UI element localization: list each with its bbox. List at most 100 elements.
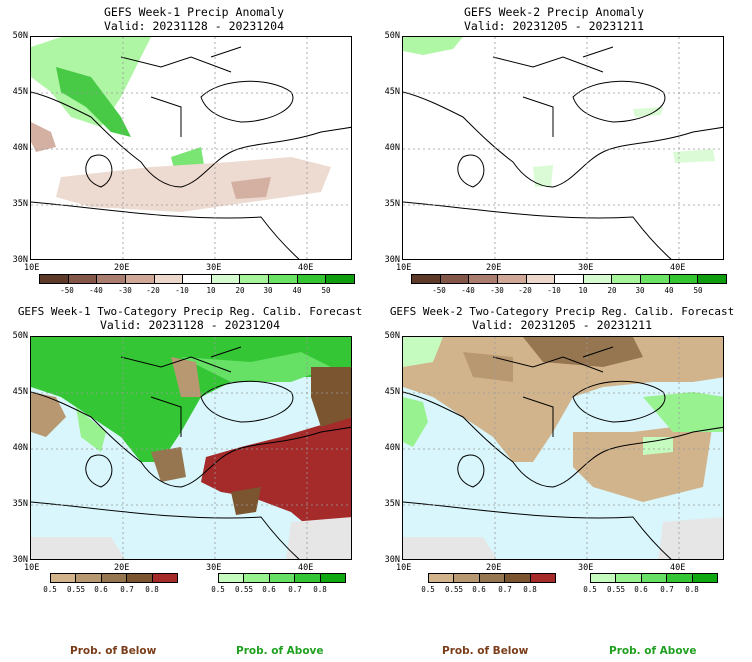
panel3-below-west bbox=[31, 392, 66, 437]
panel3-below-colorbar bbox=[50, 573, 178, 583]
panel2-cb-label: 30 bbox=[635, 286, 645, 295]
panel1-cb-label: -20 bbox=[146, 286, 160, 295]
panel2-map-svg bbox=[403, 37, 723, 259]
panel3-map-svg bbox=[31, 337, 351, 559]
panel1-cb-label: -40 bbox=[89, 286, 103, 295]
panel3-below-cb-label: 0.6 bbox=[94, 585, 108, 594]
panel3-grid bbox=[31, 337, 351, 559]
panel3-xtick-10: 10E bbox=[24, 563, 40, 573]
panel2-xtick-30: 30E bbox=[578, 263, 594, 273]
panel2-xtick-10: 10E bbox=[396, 263, 412, 273]
panel3-below-cb-label: 0.5 bbox=[43, 585, 57, 594]
panel1-ytick-45: 45N bbox=[12, 87, 28, 97]
panel4-ytick-40: 40N bbox=[384, 443, 400, 453]
panel3-nodata-arabia bbox=[286, 517, 351, 559]
panel4-map-svg bbox=[403, 337, 723, 559]
panel2-anomaly-east bbox=[673, 149, 715, 163]
panel3-ytick-40: 40N bbox=[12, 443, 28, 453]
panel2-cb-label: 40 bbox=[664, 286, 674, 295]
panel4-above-colorbar bbox=[590, 573, 718, 583]
panel4-ytick-45: 45N bbox=[384, 387, 400, 397]
panel1-cb-label: -10 bbox=[175, 286, 189, 295]
panel2-title: GEFS Week-2 Precip Anomaly bbox=[463, 5, 644, 19]
panel4-above-cb-label: 0.55 bbox=[606, 585, 626, 594]
panel4-above-caucasus bbox=[643, 392, 723, 432]
panel4-xtick-30: 30E bbox=[578, 563, 594, 573]
panel2-subtitle: Valid: 20231205 - 20231211 bbox=[463, 19, 644, 33]
panel1-cb-label: -50 bbox=[60, 286, 74, 295]
panel1-ytick-40: 40N bbox=[12, 143, 28, 153]
panel4-above-cb-label: 0.6 bbox=[634, 585, 648, 594]
panel4-title: GEFS Week-2 Two-Category Precip Reg. Cal… bbox=[389, 305, 735, 318]
panel2-ytick-30: 30N bbox=[384, 255, 400, 265]
panel4-ytick-50: 50N bbox=[384, 331, 400, 341]
panel4-coastlines bbox=[403, 346, 723, 559]
panel2-xtick-40: 40E bbox=[670, 263, 686, 273]
panel3-above-colorbar bbox=[218, 573, 346, 583]
panel3-coastlines bbox=[31, 346, 351, 559]
panel1-xtick-10: 10E bbox=[24, 263, 40, 273]
panel4-above-cb-label: 0.8 bbox=[685, 585, 699, 594]
panel4-nodata-arabia bbox=[658, 517, 723, 559]
panel1-ytick-50: 50N bbox=[12, 31, 28, 41]
panel3-above-cb-label: 0.5 bbox=[211, 585, 225, 594]
panel3-above-cb-label: 0.8 bbox=[313, 585, 327, 594]
panel1-cb-label: -30 bbox=[118, 286, 132, 295]
panel1-title: GEFS Week-1 Precip Anomaly bbox=[103, 5, 284, 19]
panel1-ytick-35: 35N bbox=[12, 199, 28, 209]
panel2-anomaly-aegean bbox=[533, 165, 553, 187]
panel4-xtick-10: 10E bbox=[396, 563, 412, 573]
panel3-xtick-20: 20E bbox=[114, 563, 130, 573]
caption-right-above: Prob. of Above bbox=[609, 645, 697, 657]
panel1-anomaly-dry-west bbox=[31, 122, 56, 152]
panel3-ytick-50: 50N bbox=[12, 331, 28, 341]
caption-left-above: Prob. of Above bbox=[236, 645, 324, 657]
panel4-map bbox=[402, 336, 724, 560]
panel2-cb-label: -10 bbox=[547, 286, 561, 295]
panel4-above-cb-label: 0.5 bbox=[583, 585, 597, 594]
panel3-title: GEFS Week-1 Two-Category Precip Reg. Cal… bbox=[17, 305, 363, 318]
panel4-below-cb-label: 0.6 bbox=[472, 585, 486, 594]
panel4-ytick-30: 30N bbox=[384, 555, 400, 565]
panel1-cb-label: 30 bbox=[263, 286, 273, 295]
panel3-below-cb-label: 0.55 bbox=[66, 585, 86, 594]
panel3-above-cb-label: 0.55 bbox=[234, 585, 254, 594]
panel3-above-mid bbox=[181, 352, 331, 382]
panel3-below-caucasus bbox=[311, 367, 351, 427]
panel2-xtick-20: 20E bbox=[486, 263, 502, 273]
panel2-cb-label: 20 bbox=[607, 286, 617, 295]
panel4-above-east-turkey bbox=[643, 437, 673, 455]
panel3-xtick-40: 40E bbox=[298, 563, 314, 573]
panel1-subtitle: Valid: 20231128 - 20231204 bbox=[103, 19, 284, 33]
panel1-cb-label: 10 bbox=[206, 286, 216, 295]
panel2-cb-label: -40 bbox=[461, 286, 475, 295]
panel2-anomaly-wet-north bbox=[403, 37, 463, 55]
panel3-subtitle: Valid: 20231128 - 20231204 bbox=[99, 318, 280, 332]
panel2-colorbar bbox=[411, 274, 727, 284]
panel3-above-italy bbox=[76, 407, 106, 452]
panel2-ytick-50: 50N bbox=[384, 31, 400, 41]
panel4-above-cb-label: 0.7 bbox=[660, 585, 674, 594]
panel4-below-cb-label: 0.55 bbox=[444, 585, 464, 594]
panel3-ytick-45: 45N bbox=[12, 387, 28, 397]
panel2-cb-label: -50 bbox=[432, 286, 446, 295]
panel4-below-cb-label: 0.8 bbox=[523, 585, 537, 594]
panel4-below-colorbar bbox=[428, 573, 556, 583]
panel1-coastlines bbox=[31, 46, 351, 259]
panel4-below-cb-label: 0.5 bbox=[421, 585, 435, 594]
panel3-above-cb-label: 0.6 bbox=[262, 585, 276, 594]
panel2-ytick-45: 45N bbox=[384, 87, 400, 97]
panel1-cb-label: 40 bbox=[292, 286, 302, 295]
panel2-ytick-35: 35N bbox=[384, 199, 400, 209]
panel4-below-hungary bbox=[463, 352, 513, 382]
panel2-grid bbox=[403, 37, 723, 259]
panel1-grid bbox=[31, 37, 351, 259]
panel2-map bbox=[402, 36, 724, 260]
panel4-above-alps bbox=[403, 337, 443, 367]
panel1-xtick-30: 30E bbox=[206, 263, 222, 273]
panel4-above-west bbox=[403, 397, 428, 447]
panel4-subtitle: Valid: 20231205 - 20231211 bbox=[471, 318, 652, 332]
panel1-anomaly-dry-core bbox=[231, 177, 271, 199]
caption-right-below: Prob. of Below bbox=[442, 645, 529, 657]
panel1-xtick-20: 20E bbox=[114, 263, 130, 273]
